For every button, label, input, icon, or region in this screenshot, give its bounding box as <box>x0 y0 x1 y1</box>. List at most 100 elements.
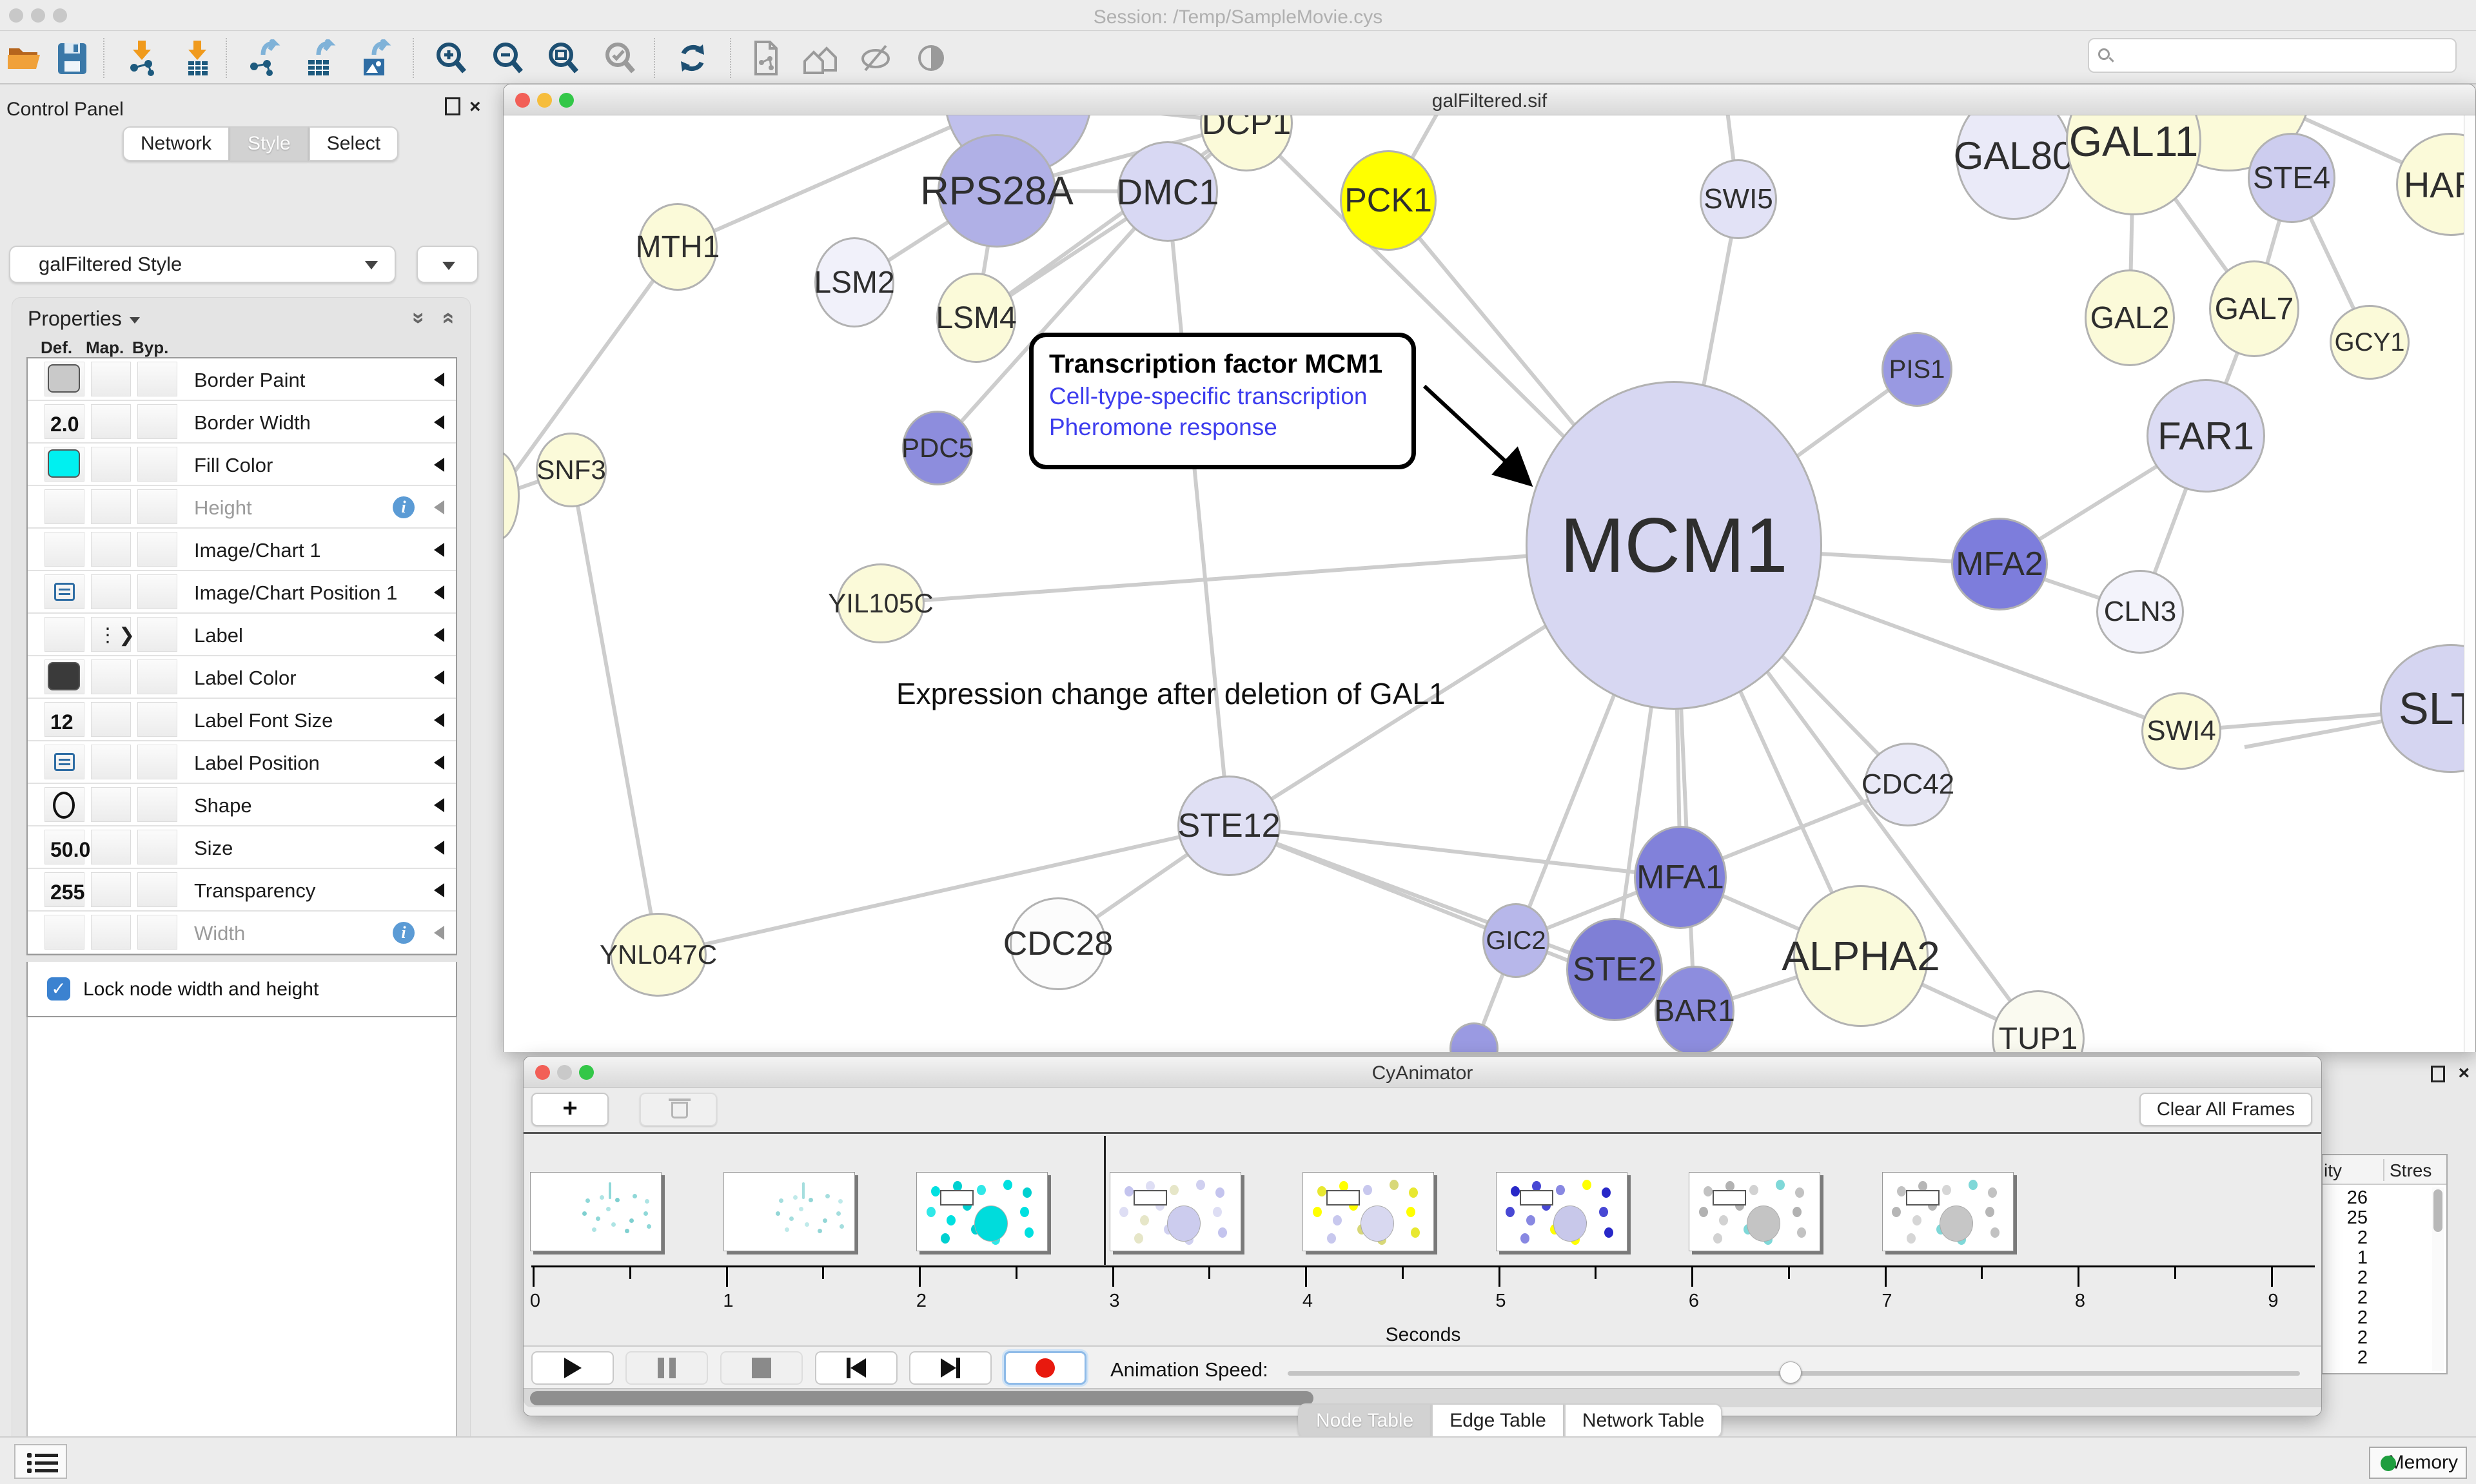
network-node-tup1[interactable]: TUP1 <box>1992 990 2085 1052</box>
node-table[interactable]: ity Stres 26 25 2 1 2 2 2 2 2 <box>2321 1154 2448 1374</box>
table-row[interactable]: 2 <box>2357 1307 2368 1328</box>
network-node-lsm2[interactable]: LSM2 <box>814 237 895 327</box>
network-window-titlebar[interactable]: galFiltered.sif <box>504 84 2475 115</box>
expand-property-icon[interactable] <box>434 883 444 897</box>
network-node-cdc28[interactable]: CDC28 <box>1003 897 1113 990</box>
network-edge[interactable] <box>504 246 680 496</box>
copy-document-icon[interactable] <box>747 39 783 77</box>
export-table-icon[interactable] <box>302 37 338 77</box>
network-node-mfa2[interactable]: MFA2 <box>1951 518 2048 610</box>
tab-network[interactable]: Network <box>123 126 230 161</box>
frame-thumbnail-3[interactable] <box>1109 1172 1241 1251</box>
show-details-icon[interactable] <box>913 39 949 77</box>
frame-thumbnail-2[interactable] <box>916 1172 1048 1251</box>
expand-property-icon[interactable] <box>434 585 444 600</box>
maximize-icon[interactable] <box>559 93 574 108</box>
frame-thumbnail-0[interactable] <box>530 1172 662 1251</box>
pause-button[interactable] <box>625 1351 708 1385</box>
network-node-alpha2[interactable]: ALPHA2 <box>1782 885 1940 1027</box>
close-icon[interactable] <box>515 93 530 108</box>
close-panel-icon[interactable]: × <box>469 96 481 117</box>
close-icon[interactable] <box>535 1065 550 1080</box>
property-row[interactable]: Shape <box>28 784 456 826</box>
frame-thumbnail-7[interactable] <box>1882 1172 2014 1251</box>
open-session-icon[interactable] <box>6 39 43 77</box>
network-node-ste2[interactable]: STE2 <box>1566 918 1663 1021</box>
network-node-pck1[interactable]: PCK1 <box>1340 150 1437 251</box>
cyanimator-timeline[interactable]: 0 1 2 3 4 5 6 7 8 9 Seconds <box>524 1136 2321 1345</box>
expand-property-icon[interactable] <box>434 458 444 472</box>
network-node-yil105c[interactable]: YIL105C <box>828 563 934 643</box>
network-edge[interactable] <box>658 824 1230 957</box>
expand-property-icon[interactable] <box>434 628 444 642</box>
search-input[interactable] <box>2117 42 2446 69</box>
property-row[interactable]: Height i <box>28 486 456 529</box>
network-node-gal7[interactable]: GAL7 <box>2209 260 2299 357</box>
refresh-icon[interactable] <box>674 39 711 77</box>
table-row[interactable]: 1 <box>2357 1247 2368 1268</box>
table-row[interactable]: 25 <box>2346 1207 2368 1228</box>
network-node-pdc5[interactable]: PDC5 <box>901 411 974 485</box>
property-row[interactable]: Width i <box>28 912 456 954</box>
default-value[interactable]: 50.0 <box>50 838 91 861</box>
zoom-in-icon[interactable] <box>433 39 469 77</box>
home-icon[interactable] <box>802 39 838 77</box>
lock-checkbox[interactable]: ✓ <box>47 977 70 1001</box>
network-node-gal80[interactable]: GAL80 <box>1954 115 2074 220</box>
table-row[interactable]: 2 <box>2357 1227 2368 1248</box>
network-node-ynl047c[interactable]: YNL047C <box>600 913 717 997</box>
clear-all-frames-button[interactable]: Clear All Frames <box>2139 1093 2312 1126</box>
network-node-mth1[interactable]: MTH1 <box>636 203 720 291</box>
network-node-gcy1[interactable]: GCY1 <box>2330 305 2410 380</box>
tab-network-table[interactable]: Network Table <box>1564 1403 1723 1438</box>
default-value-swatch[interactable] <box>48 449 80 478</box>
table-row[interactable]: 2 <box>2357 1327 2368 1348</box>
record-button[interactable] <box>1004 1351 1086 1385</box>
style-selector[interactable]: galFiltered Style <box>9 246 396 283</box>
info-icon[interactable]: i <box>393 496 415 518</box>
stop-button[interactable] <box>720 1351 803 1385</box>
hide-details-icon[interactable] <box>858 39 894 77</box>
close-panel-icon[interactable]: × <box>2458 1062 2470 1084</box>
column-header[interactable]: ity <box>2324 1160 2342 1180</box>
property-row[interactable]: 255 Transparency <box>28 869 456 912</box>
animation-speed-thumb[interactable] <box>1780 1362 1802 1383</box>
task-history-button[interactable] <box>14 1444 67 1479</box>
table-row[interactable]: 2 <box>2357 1287 2368 1308</box>
network-node-gic2[interactable]: GIC2 <box>1482 903 1549 978</box>
timeline-playhead[interactable] <box>1104 1136 1106 1265</box>
annotation-box[interactable]: Transcription factor MCM1 Cell-type-spec… <box>1029 333 1416 469</box>
default-value-swatch[interactable] <box>48 364 80 393</box>
property-row[interactable]: 12 Label Font Size <box>28 699 456 741</box>
network-node-mfa1[interactable]: MFA1 <box>1634 826 1727 929</box>
zoom-out-icon[interactable] <box>490 39 526 77</box>
memory-button[interactable]: Memory <box>2369 1447 2467 1479</box>
network-node-bar1[interactable]: BAR1 <box>1654 966 1735 1052</box>
expand-property-icon[interactable] <box>434 841 444 855</box>
window-close-icon[interactable] <box>9 8 23 23</box>
network-edge[interactable] <box>1166 191 1231 826</box>
expand-property-icon[interactable] <box>434 926 444 940</box>
frame-thumbnail-1[interactable] <box>723 1172 855 1251</box>
property-row[interactable]: Image/Chart 1 <box>28 529 456 571</box>
frame-thumbnail-6[interactable] <box>1689 1172 1820 1251</box>
expand-property-icon[interactable] <box>434 798 444 812</box>
network-node-ste12[interactable]: STE12 <box>1177 776 1281 876</box>
network-node-mcm1[interactable]: MCM1 <box>1526 381 1822 710</box>
property-row[interactable]: Fill Color <box>28 444 456 486</box>
network-edge[interactable] <box>1228 824 1681 879</box>
tab-select[interactable]: Select <box>308 126 399 161</box>
network-node-snf3[interactable]: SNF3 <box>536 433 607 507</box>
annotation-link[interactable]: Pheromone response <box>1049 414 1277 440</box>
expand-all-icon[interactable]: » <box>435 312 460 324</box>
skip-to-start-button[interactable] <box>815 1351 898 1385</box>
column-header[interactable]: Stres <box>2390 1160 2432 1180</box>
table-row[interactable]: 2 <box>2357 1267 2368 1288</box>
play-button[interactable] <box>531 1351 614 1385</box>
network-edge[interactable] <box>936 190 1170 450</box>
minimize-icon[interactable] <box>557 1065 572 1080</box>
search-field[interactable] <box>2088 38 2457 73</box>
add-frame-button[interactable]: + <box>531 1093 609 1126</box>
network-vertical-scrollbar[interactable] <box>2464 115 2475 1052</box>
skip-to-end-button[interactable] <box>909 1351 992 1385</box>
